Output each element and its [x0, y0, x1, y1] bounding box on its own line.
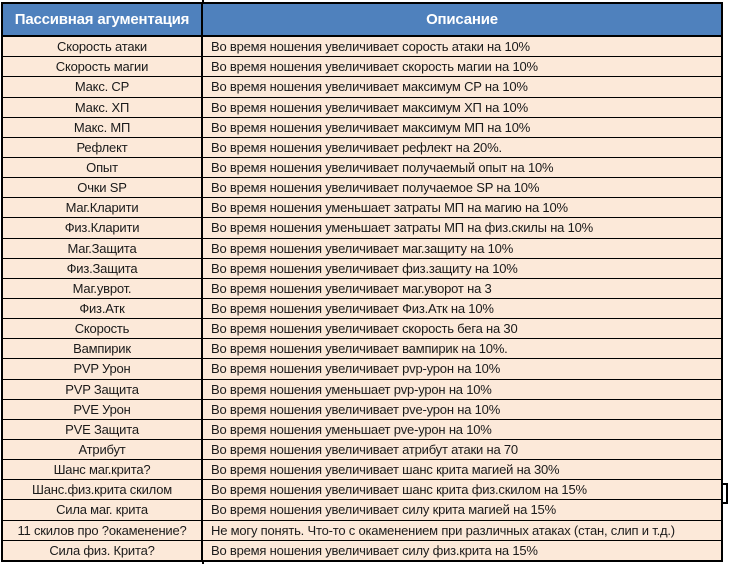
gridline-tick-bottom [202, 560, 204, 564]
description-cell: Во время ношения увеличивает рефлект на … [201, 136, 723, 158]
column-header-description: Описание [201, 2, 723, 37]
augmentation-cell: Маг.Защита [1, 237, 203, 259]
description-cell: Во время ношения увеличивает силу физ.кр… [201, 539, 723, 562]
table-row: Вампирик Во время ношения увеличивает ва… [1, 338, 723, 360]
adjacent-cell-border-artifact [722, 483, 728, 504]
table-row: PVE Урон Во время ношения увеличивает pv… [1, 398, 723, 420]
augmentation-cell: Шанс.физ.крита скилом [1, 479, 203, 501]
augmentation-cell: Физ.Защита [1, 257, 203, 279]
description-cell: Во время ношения уменьшает pvp-урон на 1… [201, 378, 723, 400]
augmentation-cell: Физ.Атк [1, 297, 203, 320]
table-header: Пассивная агументация Описание [1, 2, 723, 37]
augmentation-cell: Маг.Кларити [1, 197, 203, 219]
augmentation-cell: Шанс маг.крита? [1, 459, 203, 481]
table-row: Физ.Кларити Во время ношения уменьшает з… [1, 217, 723, 239]
table-row: Скорость атаки Во время ношения увеличив… [1, 35, 723, 58]
description-cell: Во время ношения увеличивает вампирик на… [201, 338, 723, 360]
augmentation-cell: Макс. CP [1, 76, 203, 98]
description-cell: Во время ношения увеличивает маг.защиту … [201, 237, 723, 259]
table-row: Физ.Атк Во время ношения увеличивает Физ… [1, 297, 723, 320]
table-row: PVP Урон Во время ношения увеличивает pv… [1, 358, 723, 380]
augmentation-cell: Очки SP [1, 177, 203, 199]
table-row: 11 скилов про ?окаменение? Не могу понят… [1, 519, 723, 541]
header-row: Пассивная агументация Описание [1, 2, 723, 37]
table-row: Рефлект Во время ношения увеличивает реф… [1, 136, 723, 158]
description-cell: Во время ношения увеличивает физ.защиту … [201, 257, 723, 279]
table-row: Макс. CP Во время ношения увеличивает ма… [1, 76, 723, 98]
augmentation-cell: Макс. МП [1, 116, 203, 138]
augmentation-cell: Скорость [1, 318, 203, 340]
augmentation-cell: PVP Урон [1, 358, 203, 380]
augmentation-cell: Сила физ. Крита? [1, 539, 203, 562]
augmentation-cell: Опыт [1, 156, 203, 179]
description-cell: Во время ношения увеличивает pve-урон на… [201, 398, 723, 420]
description-cell: Во время ношения увеличивает максимум ХП… [201, 96, 723, 118]
description-cell: Во время ношения увеличивает маг.уворот … [201, 277, 723, 299]
table-row: Маг.Кларити Во время ношения уменьшает з… [1, 197, 723, 219]
table-row: Опыт Во время ношения увеличивает получа… [1, 156, 723, 179]
table-row: Скорость Во время ношения увеличивает ск… [1, 318, 723, 340]
augmentation-cell: Маг.уврот. [1, 277, 203, 299]
augmentation-cell: Вампирик [1, 338, 203, 360]
column-header-augmentation: Пассивная агументация [1, 2, 203, 37]
description-cell: Во время ношения увеличивает pvp-урон на… [201, 358, 723, 380]
description-cell: Во время ношения уменьшает pve-урон на 1… [201, 418, 723, 440]
table-row: Шанс.физ.крита скилом Во время ношения у… [1, 479, 723, 501]
augmentation-cell: Рефлект [1, 136, 203, 158]
table-row: Сила маг. крита Во время ношения увеличи… [1, 499, 723, 521]
description-cell: Во время ношения увеличивает скорость ма… [201, 56, 723, 78]
table-row: Макс. ХП Во время ношения увеличивает ма… [1, 96, 723, 118]
description-cell: Не могу понять. Что-то с окаменением при… [201, 519, 723, 541]
description-cell: Во время ношения увеличивает атрибут ата… [201, 438, 723, 461]
augmentation-cell: PVE Урон [1, 398, 203, 420]
table-row: Маг.уврот. Во время ношения увеличивает … [1, 277, 723, 299]
augmentation-cell: 11 скилов про ?окаменение? [1, 519, 203, 541]
description-cell: Во время ношения увеличивает силу крита … [201, 499, 723, 521]
table-row: Физ.Защита Во время ношения увеличивает … [1, 257, 723, 279]
augmentation-cell: Скорость атаки [1, 35, 203, 58]
table-body: Скорость атаки Во время ношения увеличив… [1, 35, 723, 562]
table-row: Атрибут Во время ношения увеличивает атр… [1, 438, 723, 461]
description-cell: Во время ношения увеличивает Физ.Атк на … [201, 297, 723, 320]
description-cell: Во время ношения увеличивает шанс крита … [201, 459, 723, 481]
augmentation-cell: Сила маг. крита [1, 499, 203, 521]
table-row: Шанс маг.крита? Во время ношения увеличи… [1, 459, 723, 481]
description-cell: Во время ношения уменьшает затраты МП на… [201, 197, 723, 219]
table-row: Маг.Защита Во время ношения увеличивает … [1, 237, 723, 259]
description-cell: Во время ношения увеличивает максимум CP… [201, 76, 723, 98]
table-row: PVE Защита Во время ношения уменьшает pv… [1, 418, 723, 440]
augmentation-cell: PVE Защита [1, 418, 203, 440]
description-cell: Во время ношения уменьшает затраты МП на… [201, 217, 723, 239]
table-row: Макс. МП Во время ношения увеличивает ма… [1, 116, 723, 138]
table-row: Очки SP Во время ношения увеличивает пол… [1, 177, 723, 199]
description-cell: Во время ношения увеличивает шанс крита … [201, 479, 723, 501]
augmentation-cell: Скорость магии [1, 56, 203, 78]
description-cell: Во время ношения увеличивает сорость ата… [201, 35, 723, 58]
gridline-tick-top [202, 0, 204, 4]
augmentation-cell: Атрибут [1, 438, 203, 461]
table-row: Скорость магии Во время ношения увеличив… [1, 56, 723, 78]
table-row: Сила физ. Крита? Во время ношения увелич… [1, 539, 723, 562]
description-cell: Во время ношения увеличивает максимум МП… [201, 116, 723, 138]
description-cell: Во время ношения увеличивает скорость бе… [201, 318, 723, 340]
augmentation-cell: Физ.Кларити [1, 217, 203, 239]
augmentation-cell: Макс. ХП [1, 96, 203, 118]
augmentation-cell: PVP Защита [1, 378, 203, 400]
description-cell: Во время ношения увеличивает получаемый … [201, 156, 723, 179]
description-cell: Во время ношения увеличивает получаемое … [201, 177, 723, 199]
table-row: PVP Защита Во время ношения уменьшает pv… [1, 378, 723, 400]
